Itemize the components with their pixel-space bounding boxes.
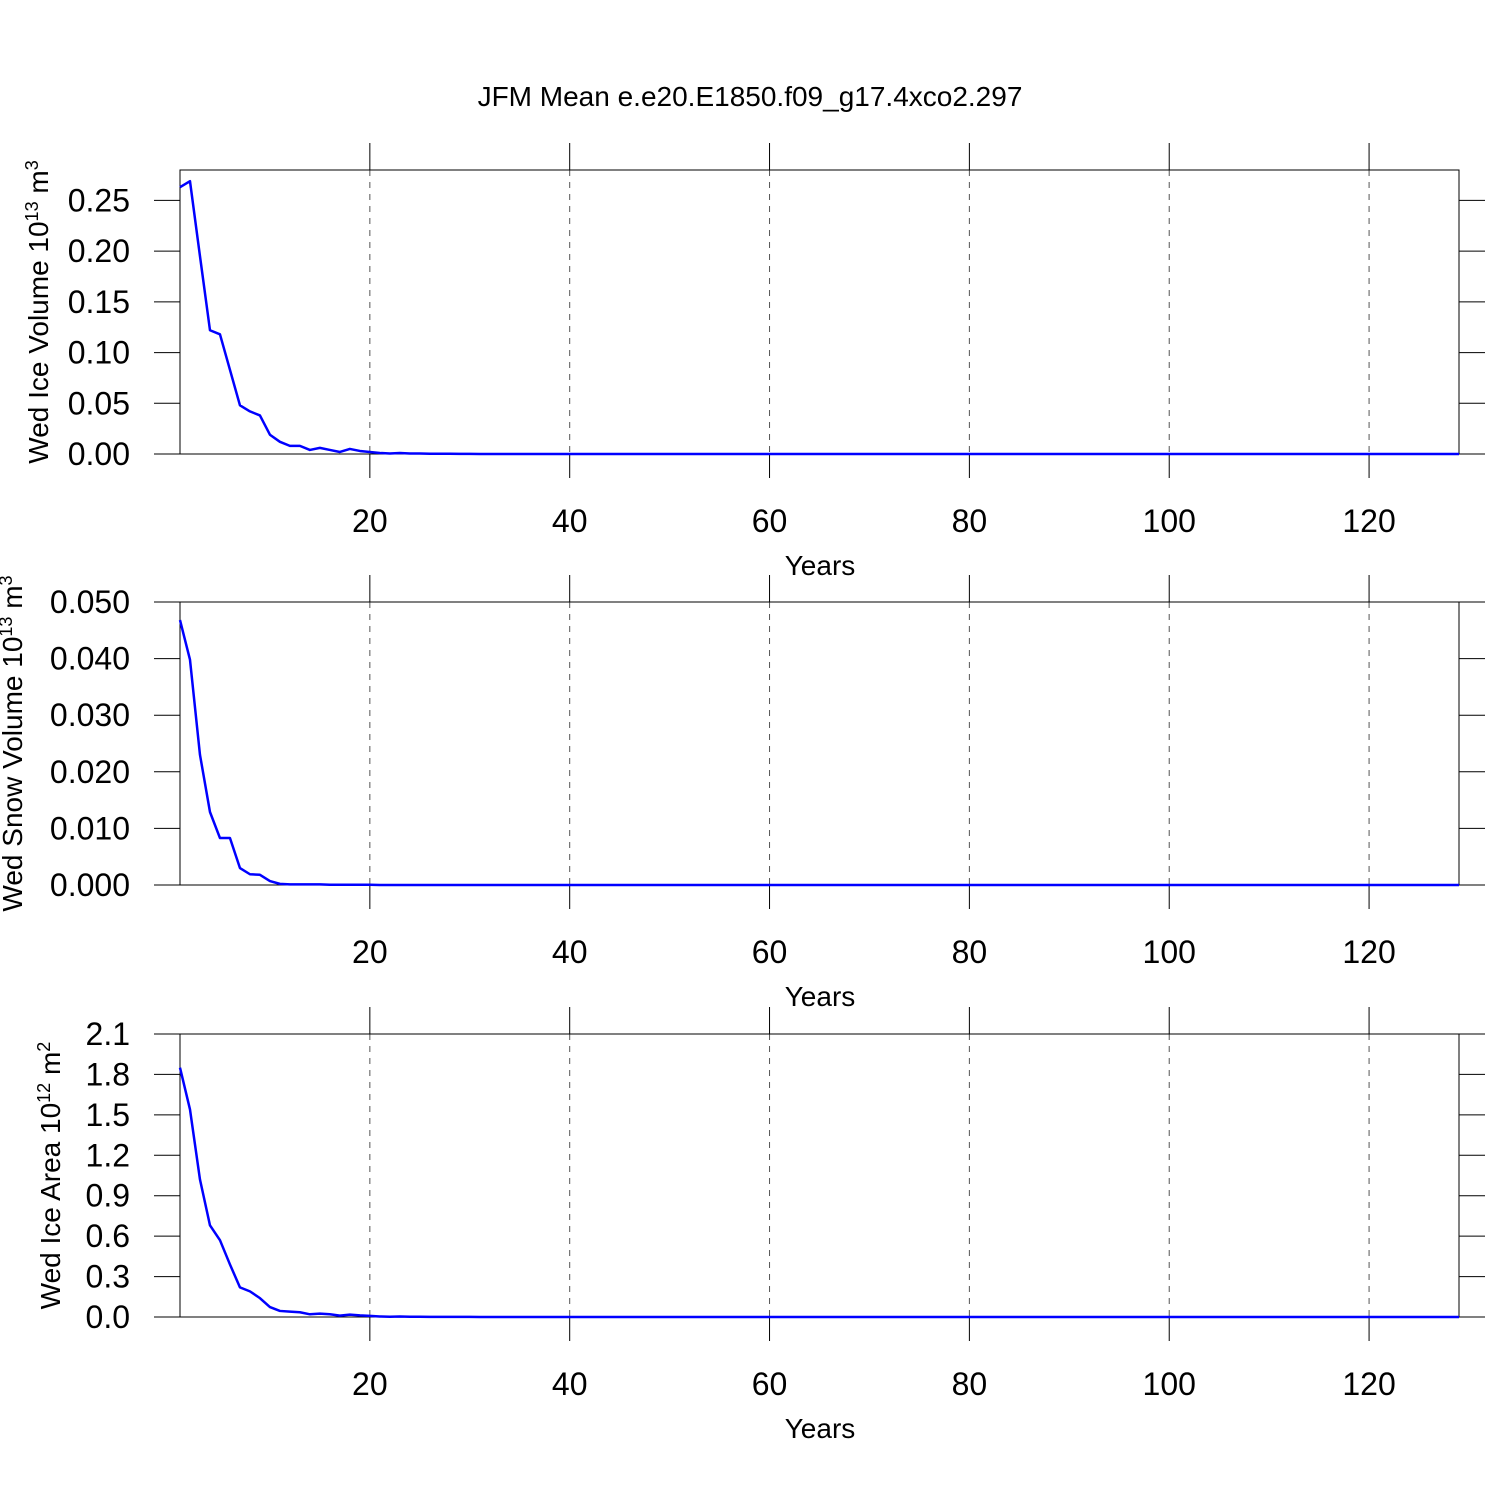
y-tick-label: 0.000 <box>50 867 130 903</box>
y-tick-label: 2.1 <box>86 1016 130 1052</box>
data-line <box>178 619 1459 887</box>
y-axis-label-part: Wed Snow Volume 10 <box>0 637 28 912</box>
y-tick-label: 0.00 <box>68 436 130 472</box>
y-axis-label-part: 3 <box>0 575 16 585</box>
y-tick-label: 0.10 <box>68 335 130 371</box>
y-axis-label-part: 2 <box>34 1042 54 1052</box>
x-tick-label: 60 <box>752 1366 788 1402</box>
data-line <box>179 179 1459 456</box>
x-tick-label: 60 <box>752 934 788 970</box>
y-tick-label: 0.020 <box>50 754 130 790</box>
y-tick-label: 1.8 <box>86 1056 130 1092</box>
y-axis-label-part: Wed Ice Area 10 <box>35 1103 66 1310</box>
x-tick-label: 40 <box>552 503 588 539</box>
y-axis-label-part: 3 <box>22 160 42 170</box>
y-tick-label: 0.030 <box>50 697 130 733</box>
x-axis-label: Years <box>785 1413 856 1444</box>
y-tick-label: 0.040 <box>50 641 130 677</box>
x-tick-label: 40 <box>552 1366 588 1402</box>
y-axis-label: Wed Ice Area 1012 m2 <box>34 1042 66 1310</box>
y-tick-label: 0.010 <box>50 810 130 846</box>
y-tick-label: 0.050 <box>50 584 130 620</box>
y-axis-label-part: 12 <box>34 1083 54 1103</box>
y-tick-label: 0.05 <box>68 385 130 421</box>
x-tick-label: 20 <box>352 1366 388 1402</box>
y-axis-label: Wed Snow Volume 1013 m3 <box>0 575 28 911</box>
x-axis-label: Years <box>785 981 856 1012</box>
y-axis-label-part: 13 <box>0 617 16 637</box>
y-tick-label: 1.2 <box>86 1137 130 1173</box>
x-tick-label: 40 <box>552 934 588 970</box>
x-tick-label: 80 <box>952 503 988 539</box>
y-axis-label: Wed Ice Volume 1013 m3 <box>22 160 54 463</box>
x-tick-label: 20 <box>352 934 388 970</box>
x-tick-label: 120 <box>1342 503 1395 539</box>
figure-title: JFM Mean e.e20.E1850.f09_g17.4xco2.297 <box>478 81 1023 112</box>
x-tick-label: 120 <box>1342 934 1395 970</box>
x-tick-label: 100 <box>1143 1366 1196 1402</box>
y-tick-label: 0.15 <box>68 284 130 320</box>
x-tick-label: 60 <box>752 503 788 539</box>
data-line <box>178 1067 1459 1319</box>
y-tick-label: 0.9 <box>86 1178 130 1214</box>
y-axis-label-part: m <box>35 1052 66 1083</box>
y-axis-label-part: Wed Ice Volume 10 <box>23 221 54 463</box>
x-tick-label: 80 <box>952 1366 988 1402</box>
x-tick-label: 120 <box>1342 1366 1395 1402</box>
x-axis-label: Years <box>785 550 856 581</box>
y-axis-label-part: 13 <box>22 201 42 221</box>
y-axis-label-part: m <box>23 170 54 201</box>
y-axis-label-part: m <box>0 585 28 616</box>
y-tick-label: 0.0 <box>86 1299 130 1335</box>
x-tick-label: 100 <box>1143 934 1196 970</box>
y-tick-label: 0.3 <box>86 1259 130 1295</box>
x-tick-label: 80 <box>952 934 988 970</box>
y-tick-label: 1.5 <box>86 1097 130 1133</box>
y-tick-label: 0.20 <box>68 233 130 269</box>
x-tick-label: 20 <box>352 503 388 539</box>
y-tick-label: 0.6 <box>86 1218 130 1254</box>
x-tick-label: 100 <box>1143 503 1196 539</box>
y-tick-label: 0.25 <box>68 182 130 218</box>
